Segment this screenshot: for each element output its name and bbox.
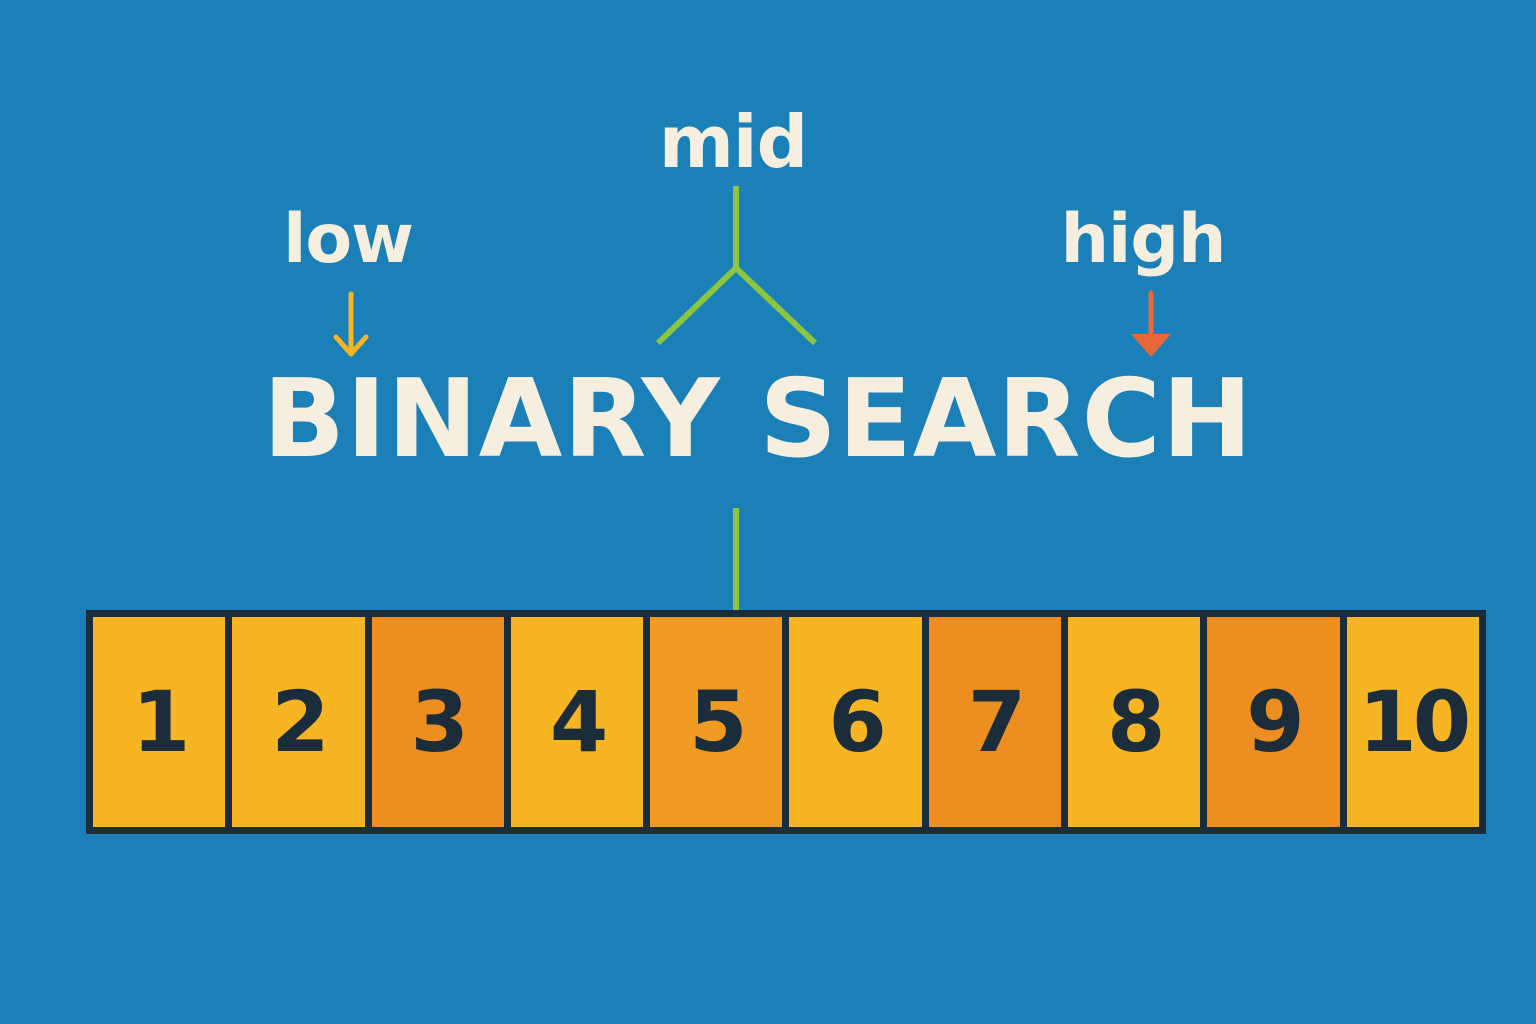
array-cell: 9 [1207, 617, 1340, 827]
low-arrow-icon [333, 291, 369, 357]
diagram-title: BINARY SEARCH [262, 357, 1254, 482]
array-cell: 3 [371, 617, 504, 827]
array-cell: 10 [1346, 617, 1479, 827]
array-cell: 5 [650, 617, 783, 827]
low-label: low [283, 200, 414, 279]
array-cell: 7 [928, 617, 1062, 827]
mid-right-branch-line [733, 265, 818, 346]
high-arrow-icon [1131, 290, 1171, 357]
array-cell: 4 [510, 617, 644, 827]
mid-left-branch-line [655, 265, 739, 346]
array-cell: 6 [789, 617, 922, 827]
sorted-array: 1 2 3 4 5 6 7 8 9 10 [86, 610, 1486, 834]
mid-label: mid [658, 100, 808, 184]
array-cell: 2 [232, 617, 365, 827]
high-label: high [1060, 200, 1227, 279]
array-cell: 1 [93, 617, 226, 827]
mid-branch-lines [655, 186, 818, 611]
array-cell: 8 [1068, 617, 1201, 827]
